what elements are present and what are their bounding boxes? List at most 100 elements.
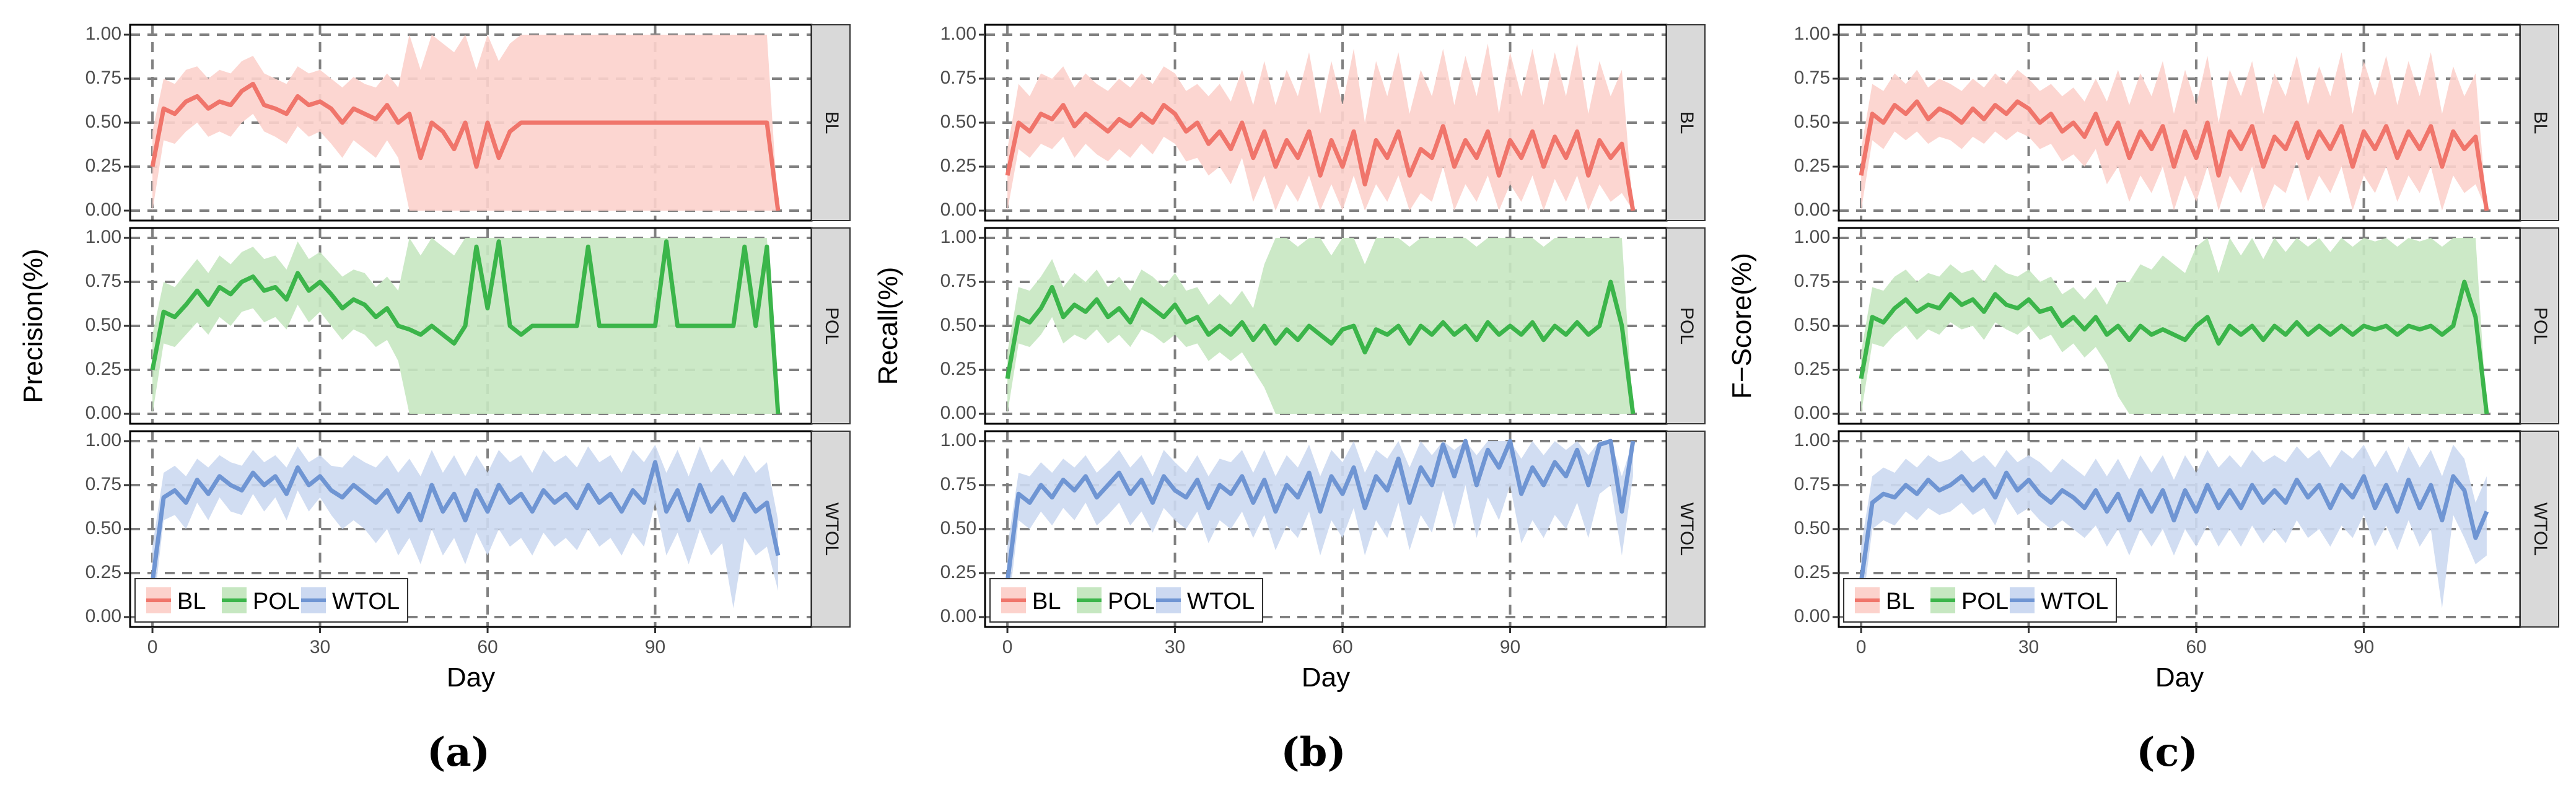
facet-strip-label: POL — [2530, 307, 2551, 344]
y-tick-label: 0.50 — [85, 315, 121, 335]
y-tick-label: 0.75 — [940, 271, 976, 291]
legend-label-wtol: WTOL — [332, 589, 400, 615]
y-tick-label: 0.50 — [1794, 518, 1830, 538]
chart-panel-1: BL 0.00 0.25 0.50 0.75 1.00 POL 0.00 0.25 0.50 0.7… — [18, 24, 851, 776]
legend: BL POL WTOL — [989, 578, 1263, 623]
legend-label-bl: BL — [1032, 589, 1061, 615]
y-tick-label: 0.00 — [1794, 606, 1830, 626]
y-tick-label: 0.50 — [85, 112, 121, 132]
x-tick-label: 30 — [2018, 637, 2039, 657]
y-tick-label: 0.50 — [940, 518, 976, 538]
series-line-wtol — [1005, 439, 1636, 582]
y-tick-label: 0.00 — [940, 403, 976, 423]
ribbon-pol — [1861, 238, 2487, 414]
legend: BL POL WTOL — [1843, 578, 2117, 623]
x-tick-label: 90 — [2354, 637, 2374, 657]
y-tick-label: 0.25 — [1794, 562, 1830, 582]
facet-strip — [811, 431, 851, 628]
facet-strip — [1666, 431, 1706, 628]
legend-box — [1843, 578, 2117, 623]
y-tick-label: 0.50 — [85, 518, 121, 538]
facet-strip — [1666, 24, 1706, 221]
y-tick-label: 0.75 — [1794, 474, 1830, 494]
facet-strip — [811, 227, 851, 424]
facet-strip-label: POL — [1676, 307, 1697, 344]
y-tick-label: 0.25 — [940, 562, 976, 582]
y-tick-label: 1.00 — [1794, 24, 1830, 44]
panel-caption: (b) — [1281, 729, 1346, 776]
y-tick-label: 1.00 — [1794, 227, 1830, 247]
facet-strip — [2520, 431, 2559, 628]
legend-label-bl: BL — [1886, 589, 1914, 615]
legend-label-pol: POL — [253, 589, 300, 615]
ribbon-pol — [1007, 238, 1633, 414]
y-tick-label: 0.25 — [940, 156, 976, 176]
legend-label-wtol: WTOL — [1187, 589, 1255, 615]
y-tick-label: 1.00 — [85, 24, 121, 44]
y-tick-label: 0.50 — [940, 112, 976, 132]
y-tick-label: 0.25 — [85, 359, 121, 379]
x-tick-label: 0 — [1856, 637, 1867, 657]
y-axis-title: Recall(%) — [873, 267, 903, 385]
ribbon-bl — [1007, 43, 1633, 211]
facet-wtol: WTOL 0.00 0.25 0.50 0.75 1.00 — [1794, 430, 2559, 628]
y-axis-title: Precision(%) — [18, 248, 48, 403]
facet-strip-label: BL — [1676, 112, 1697, 134]
y-tick-label: 0.75 — [940, 474, 976, 494]
panel-caption: (c) — [2136, 729, 2198, 776]
legend-box — [989, 578, 1263, 623]
y-tick-label: 0.25 — [1794, 156, 1830, 176]
y-tick-label: 0.00 — [85, 403, 121, 423]
x-tick-label: 60 — [1332, 637, 1352, 657]
x-axis-title: Day — [1302, 662, 1350, 693]
x-tick-label: 90 — [645, 637, 665, 657]
facet-bl: BL 0.00 0.25 0.50 0.75 1.00 — [940, 24, 1706, 222]
y-tick-label: 0.75 — [1794, 68, 1830, 88]
y-tick-label: 0.00 — [940, 606, 976, 626]
y-tick-label: 1.00 — [940, 227, 976, 247]
y-tick-label: 0.75 — [85, 68, 121, 88]
y-tick-label: 1.00 — [1794, 430, 1830, 450]
series-line-bl — [150, 82, 781, 211]
facet-pol: POL 0.00 0.25 0.50 0.75 1.00 — [85, 227, 851, 425]
facet-pol: POL 0.00 0.25 0.50 0.75 1.00 — [1794, 227, 2559, 425]
facet-strip — [2520, 24, 2559, 221]
legend-label-pol: POL — [1108, 589, 1155, 615]
chart-panel-2: BL 0.00 0.25 0.50 0.75 1.00 POL 0.00 0.25 0.50 0.7… — [873, 24, 1706, 776]
x-tick-label: 60 — [2186, 637, 2206, 657]
y-tick-label: 0.75 — [940, 68, 976, 88]
facet-strip — [2520, 227, 2559, 424]
series-line-pol — [150, 239, 781, 414]
y-tick-label: 0.25 — [1794, 359, 1830, 379]
y-tick-label: 0.00 — [85, 199, 121, 220]
y-tick-label: 0.50 — [1794, 315, 1830, 335]
legend-box — [134, 578, 408, 623]
x-axis-title: Day — [447, 662, 495, 693]
facet-strip — [1666, 227, 1706, 424]
y-tick-label: 0.00 — [85, 606, 121, 626]
facet-bl: BL 0.00 0.25 0.50 0.75 1.00 — [85, 24, 851, 222]
facet-strip-label: POL — [821, 307, 842, 344]
y-tick-label: 0.50 — [940, 315, 976, 335]
x-tick-label: 30 — [310, 637, 330, 657]
y-tick-label: 0.75 — [85, 271, 121, 291]
panel-caption: (a) — [427, 729, 490, 776]
series-line-bl — [1859, 99, 2489, 211]
y-tick-label: 0.75 — [85, 474, 121, 494]
series-line-pol — [1859, 279, 2489, 414]
y-tick-label: 0.25 — [940, 359, 976, 379]
facet-strip-label: WTOL — [821, 502, 842, 556]
y-tick-label: 1.00 — [85, 227, 121, 247]
series-line-bl — [1005, 103, 1636, 211]
y-tick-label: 0.00 — [1794, 403, 1830, 423]
y-tick-label: 1.00 — [940, 24, 976, 44]
facet-strip-label: WTOL — [2530, 502, 2551, 556]
y-tick-label: 0.50 — [1794, 112, 1830, 132]
legend-label-bl: BL — [177, 589, 206, 615]
facet-wtol: WTOL 0.00 0.25 0.50 0.75 1.00 — [940, 430, 1706, 628]
facet-strip-label: BL — [821, 112, 842, 134]
x-tick-label: 90 — [1500, 637, 1520, 657]
series-line-wtol — [1859, 470, 2489, 582]
y-tick-label: 1.00 — [940, 430, 976, 450]
facet-strip — [811, 24, 851, 221]
